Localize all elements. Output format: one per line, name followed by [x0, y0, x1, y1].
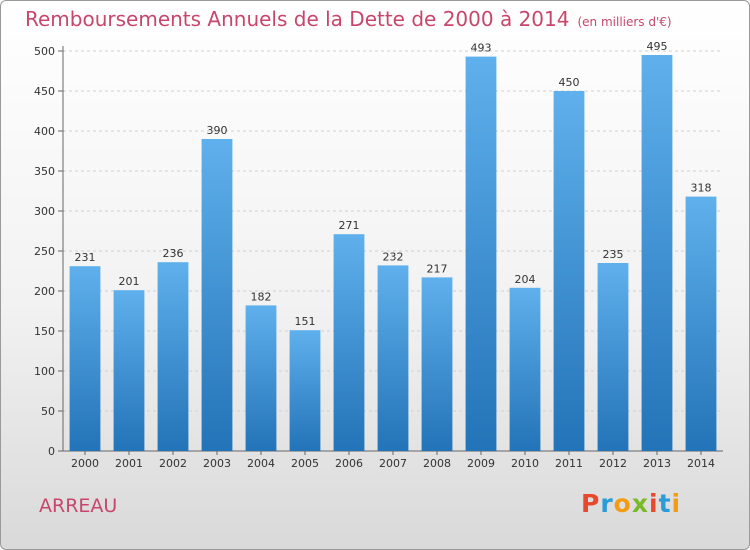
x-tick-label: 2003 — [203, 457, 231, 470]
logo-letter: o — [613, 489, 632, 518]
y-tick-label: 500 — [34, 45, 55, 58]
bar-value-label: 182 — [251, 290, 272, 303]
chart-title-text: Remboursements Annuels de la Dette de 20… — [25, 7, 570, 31]
bar-value-label: 390 — [207, 124, 228, 137]
bar-value-label: 450 — [559, 76, 580, 89]
logo-letter: i — [649, 489, 659, 518]
bar-value-label: 232 — [383, 250, 404, 263]
y-tick-label: 50 — [41, 405, 55, 418]
y-tick-label: 300 — [34, 205, 55, 218]
bar-value-label: 493 — [471, 42, 492, 55]
x-tick-label: 2009 — [467, 457, 495, 470]
bar — [685, 196, 717, 451]
x-tick-label: 2001 — [115, 457, 143, 470]
chart-unit: (en milliers d'€) — [577, 15, 672, 29]
x-tick-label: 2005 — [291, 457, 319, 470]
bar — [69, 266, 101, 451]
city-label: ARREAU — [39, 495, 118, 517]
bar-value-label: 231 — [75, 251, 96, 264]
bar — [201, 139, 233, 451]
logo-letter: r — [600, 489, 614, 518]
x-tick-label: 2012 — [599, 457, 627, 470]
chart-title: Remboursements Annuels de la Dette de 20… — [25, 7, 672, 31]
y-tick-label: 450 — [34, 85, 55, 98]
x-tick-label: 2004 — [247, 457, 275, 470]
bar — [509, 287, 541, 451]
bar-value-label: 271 — [339, 219, 360, 232]
logo-letter: P — [581, 489, 601, 518]
bar — [641, 55, 673, 451]
y-tick-label: 250 — [34, 245, 55, 258]
bar — [289, 330, 321, 451]
logo-letter: i — [671, 489, 682, 518]
bar-value-label: 318 — [691, 182, 712, 195]
x-tick-label: 2011 — [555, 457, 583, 470]
x-tick-label: 2013 — [643, 457, 671, 470]
x-tick-label: 2002 — [159, 457, 187, 470]
bar-value-label: 217 — [427, 262, 448, 275]
y-tick-label: 100 — [34, 365, 55, 378]
logo-letter: t — [658, 489, 672, 518]
bar-value-label: 201 — [119, 275, 140, 288]
x-tick-label: 2008 — [423, 457, 451, 470]
bar-value-label: 151 — [295, 315, 316, 328]
bar-value-label: 495 — [647, 40, 668, 53]
bar — [465, 56, 497, 451]
bar — [597, 263, 629, 451]
bar — [333, 234, 365, 451]
y-tick-label: 0 — [48, 445, 55, 458]
bar-value-label: 235 — [603, 248, 624, 261]
logo-letter: x — [631, 489, 649, 518]
x-tick-label: 2014 — [687, 457, 715, 470]
y-tick-label: 150 — [34, 325, 55, 338]
y-tick-label: 200 — [34, 285, 55, 298]
x-tick-label: 2007 — [379, 457, 407, 470]
x-tick-label: 2000 — [71, 457, 99, 470]
x-tick-label: 2010 — [511, 457, 539, 470]
bar — [553, 91, 585, 451]
bar — [377, 265, 409, 451]
y-tick-label: 350 — [34, 165, 55, 178]
bar — [421, 277, 453, 451]
bar — [245, 305, 277, 451]
proxiti-logo: Proxiti — [581, 489, 681, 518]
y-tick-label: 400 — [34, 125, 55, 138]
bar — [157, 262, 189, 451]
bar-value-label: 236 — [163, 247, 184, 260]
bar-value-label: 204 — [515, 273, 536, 286]
x-tick-label: 2006 — [335, 457, 363, 470]
bar — [113, 290, 145, 451]
